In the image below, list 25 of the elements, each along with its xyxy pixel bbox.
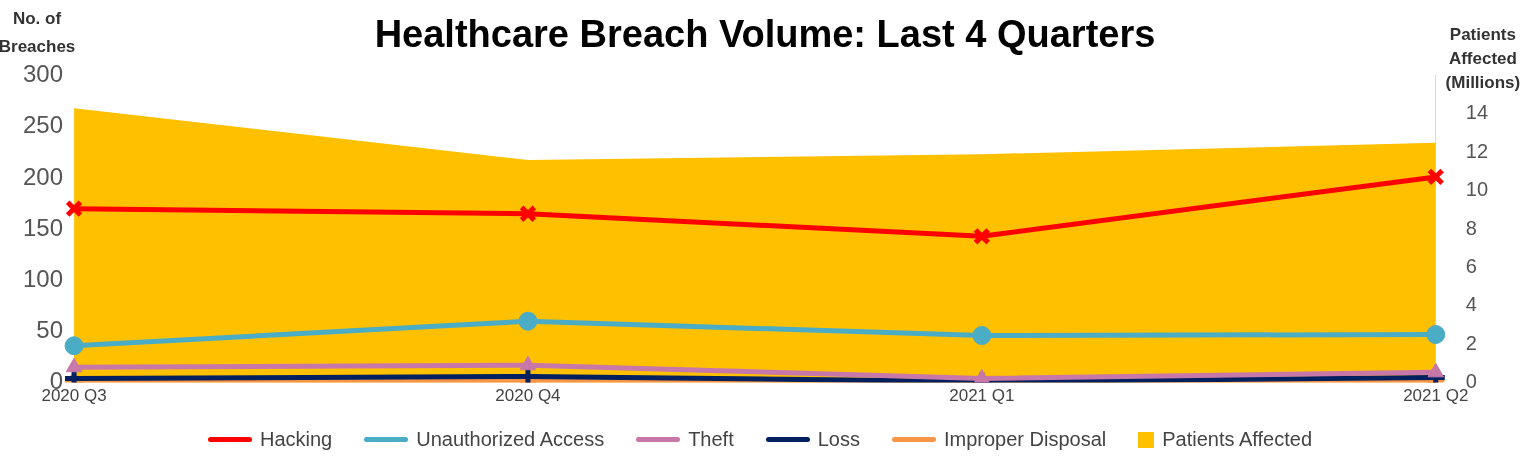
x-tick-label: 2021 Q2 [1403,386,1469,406]
x-tick-label: 2020 Q4 [495,386,561,406]
y-tick-label: 150 [23,213,64,241]
y-tick-label: 300 [23,60,64,88]
y-axis-title: No. of Breaches [0,9,76,56]
chart-title: Healthcare Breach Volume: Last 4 Quarters [374,13,1156,56]
legend-label: Unauthorized Access [416,428,605,451]
legend-label: Loss [817,428,860,451]
y-tick-label: 250 [23,111,64,139]
legend-label: Patients Affected [1162,428,1313,451]
y2-tick-label: 4 [1465,293,1477,316]
legend-label: Theft [688,428,734,451]
y2-tick-label: 8 [1465,216,1477,239]
y-tick-label: 50 [36,316,64,344]
legend-label: Improper Disposal [943,428,1107,451]
y2-tick-label: 2 [1465,331,1477,354]
legend-label: Hacking [259,428,333,451]
y2-axis-title: Patients Affected (Millions) [1445,25,1520,92]
y2-tick-label: 10 [1465,178,1488,201]
y-tick-label: 100 [23,264,64,292]
y-tick-label: 200 [23,162,64,190]
y2-tick-label: 6 [1465,254,1477,277]
x-tick-label: 2021 Q1 [949,386,1015,406]
y2-tick-label: 14 [1465,101,1488,124]
y2-tick-label: 12 [1465,139,1488,162]
